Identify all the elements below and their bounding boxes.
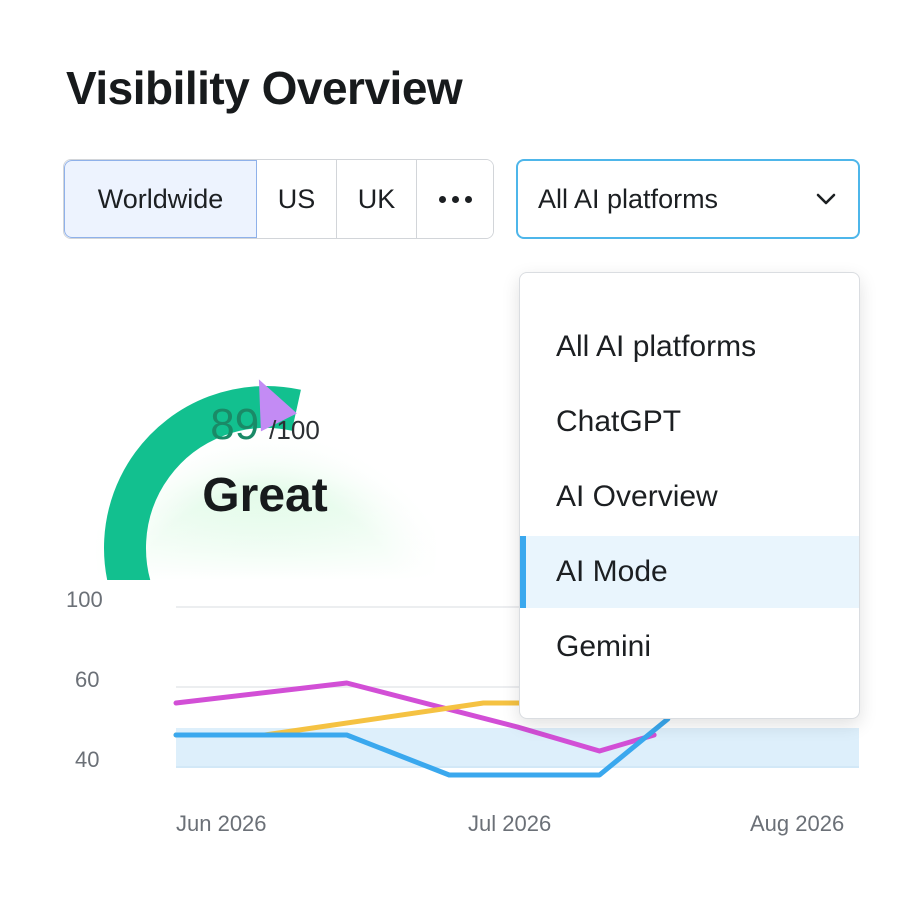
visibility-line-chart	[173, 606, 859, 778]
score-rating: Great	[202, 469, 328, 522]
series-line-0	[173, 680, 657, 754]
x-tick-jul: Jul 2026	[468, 811, 552, 836]
y-tick-100: 100	[66, 587, 103, 612]
more-dots-icon	[438, 195, 472, 203]
platform-select[interactable]: All AI platforms	[516, 159, 860, 239]
y-tick-40: 40	[75, 747, 100, 772]
x-tick-jun: Jun 2026	[176, 811, 267, 836]
region-worldwide-button[interactable]: Worldwide	[64, 160, 257, 238]
platform-select-value: All AI platforms	[538, 183, 719, 214]
platform-dropdown-menu: All AI platforms ChatGPT AI Overview AI …	[519, 272, 860, 719]
more-regions-button[interactable]	[417, 160, 493, 238]
region-uk-button[interactable]: UK	[337, 160, 417, 238]
y-tick-60: 60	[75, 667, 100, 692]
menu-item-chatgpt[interactable]: ChatGPT	[556, 405, 682, 438]
score-max: /100	[269, 415, 320, 445]
region-selector: Worldwide US UK	[63, 159, 494, 239]
score-value: 89	[210, 400, 260, 449]
x-tick-aug: Aug 2026	[750, 811, 845, 836]
region-us-button[interactable]: US	[257, 160, 337, 238]
series-line-2	[173, 716, 671, 778]
menu-item-all-ai-platforms[interactable]: All AI platforms	[556, 330, 757, 363]
visibility-gauge	[40, 378, 490, 580]
page-title: Visibility Overview	[66, 62, 463, 114]
gauge-arc	[104, 385, 301, 580]
menu-item-ai-mode[interactable]: AI Mode	[520, 536, 859, 608]
chevron-down-icon	[816, 193, 836, 205]
gauge-marker-icon	[258, 379, 297, 432]
menu-item-ai-overview[interactable]: AI Overview	[556, 480, 718, 513]
gauge-score: 89/100	[130, 400, 400, 450]
menu-item-gemini[interactable]: Gemini	[556, 630, 652, 663]
